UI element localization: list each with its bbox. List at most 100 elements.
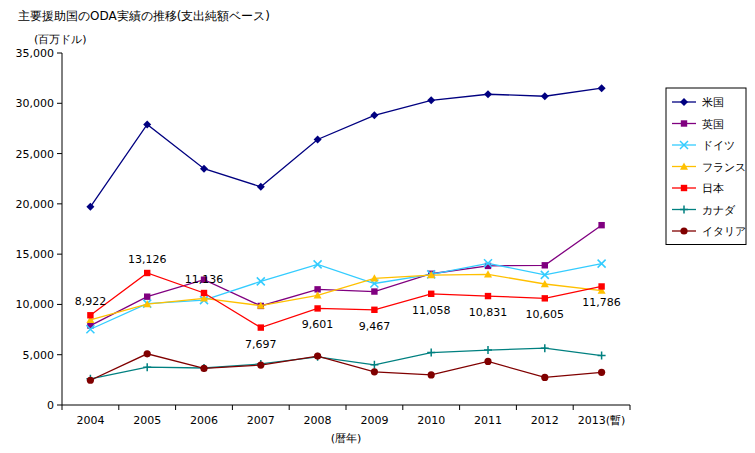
x-tick (516, 405, 517, 410)
y-tick (57, 53, 62, 54)
y-axis (62, 53, 63, 405)
data-label: 9,601 (302, 318, 334, 331)
x-tick-label: 2005 (133, 414, 161, 427)
marker (371, 368, 378, 375)
marker (258, 324, 264, 330)
x-tick (402, 405, 403, 410)
y-tick-label: 25,000 (16, 148, 55, 161)
y-axis-label: (百万ドル) (34, 33, 87, 46)
y-tick (57, 203, 62, 204)
legend-box (666, 88, 746, 245)
marker (485, 293, 491, 299)
y-tick-label: 15,000 (16, 248, 55, 261)
marker (144, 293, 150, 299)
marker (541, 271, 549, 279)
series-line (90, 273, 601, 328)
series-line (90, 88, 601, 207)
marker (541, 344, 549, 352)
marker (314, 305, 320, 311)
marker (427, 270, 435, 278)
marker (257, 183, 265, 191)
legend-label: ドイツ (702, 139, 735, 152)
marker (257, 360, 265, 368)
marker (598, 260, 606, 268)
x-tick-label: 2013(暫) (578, 414, 626, 427)
y-tick (57, 153, 62, 154)
marker (87, 377, 94, 384)
marker (427, 96, 435, 104)
data-label: 8,922 (75, 295, 107, 308)
marker (143, 363, 151, 371)
marker (86, 203, 94, 211)
y-tick-label: 20,000 (16, 198, 55, 211)
x-tick (289, 405, 290, 410)
data-label: 11,136 (185, 273, 224, 286)
x-tick-label: 2009 (360, 414, 388, 427)
marker (144, 270, 150, 276)
x-tick-label: 2011 (474, 414, 502, 427)
x-tick (232, 405, 233, 410)
data-label: 9,467 (359, 320, 391, 333)
data-label: 11,058 (412, 304, 451, 317)
marker (200, 365, 207, 372)
data-label: 11,786 (582, 296, 621, 309)
y-tick (57, 254, 62, 255)
x-tick (459, 405, 460, 410)
data-labels: 8,92213,12611,1367,6979,6019,46711,05810… (75, 253, 621, 351)
data-label: 7,697 (245, 338, 277, 351)
y-tick-label: 5,000 (23, 349, 55, 362)
marker (427, 349, 435, 357)
x-tick-label: 2004 (76, 414, 104, 427)
marker (314, 291, 322, 298)
x-tick (630, 405, 631, 410)
y-tick (57, 304, 62, 305)
series-line (90, 263, 601, 329)
marker (681, 185, 687, 191)
legend: 米国英国ドイツフランス日本カナダイタリア (666, 88, 746, 245)
x-tick-label: 2010 (417, 414, 445, 427)
marker (598, 283, 604, 289)
y-tick (57, 405, 62, 406)
marker (681, 120, 687, 126)
y-tick-label: 10,000 (16, 298, 55, 311)
title: 主要援助国のODA実績の推移(支出純額ベース) (18, 9, 270, 23)
x-tick-label: 2006 (190, 414, 218, 427)
x-tick (573, 405, 574, 410)
marker (86, 325, 94, 333)
marker (484, 90, 492, 98)
marker (314, 135, 322, 143)
x-tick-label: 2008 (304, 414, 332, 427)
x-tick (346, 405, 347, 410)
marker (371, 288, 377, 294)
marker (541, 92, 549, 100)
chart: 主要援助国のODA実績の推移(支出純額ベース)(百万ドル)(暦年)05,0001… (0, 0, 755, 453)
marker (201, 290, 207, 296)
marker (484, 259, 492, 267)
marker (144, 350, 151, 357)
legend-label: 日本 (702, 182, 724, 195)
marker (680, 206, 688, 214)
data-label: 13,126 (128, 253, 167, 266)
marker (680, 163, 688, 170)
y-tick (57, 103, 62, 104)
marker (541, 374, 548, 381)
marker (428, 371, 435, 378)
marker (598, 222, 604, 228)
marker (143, 300, 151, 307)
marker (484, 270, 492, 277)
marker (200, 165, 208, 173)
marker (428, 291, 434, 297)
legend-label: フランス (702, 161, 746, 174)
x-tick (62, 405, 63, 410)
marker (87, 312, 93, 318)
marker (370, 361, 378, 369)
series-line (90, 225, 601, 325)
x-tick (175, 405, 176, 410)
marker (598, 84, 606, 92)
x-tick (118, 405, 119, 410)
marker (143, 120, 151, 128)
legend-label: 米国 (702, 96, 724, 109)
legend-label: イタリア (702, 225, 746, 238)
marker (257, 277, 265, 285)
marker (370, 111, 378, 119)
